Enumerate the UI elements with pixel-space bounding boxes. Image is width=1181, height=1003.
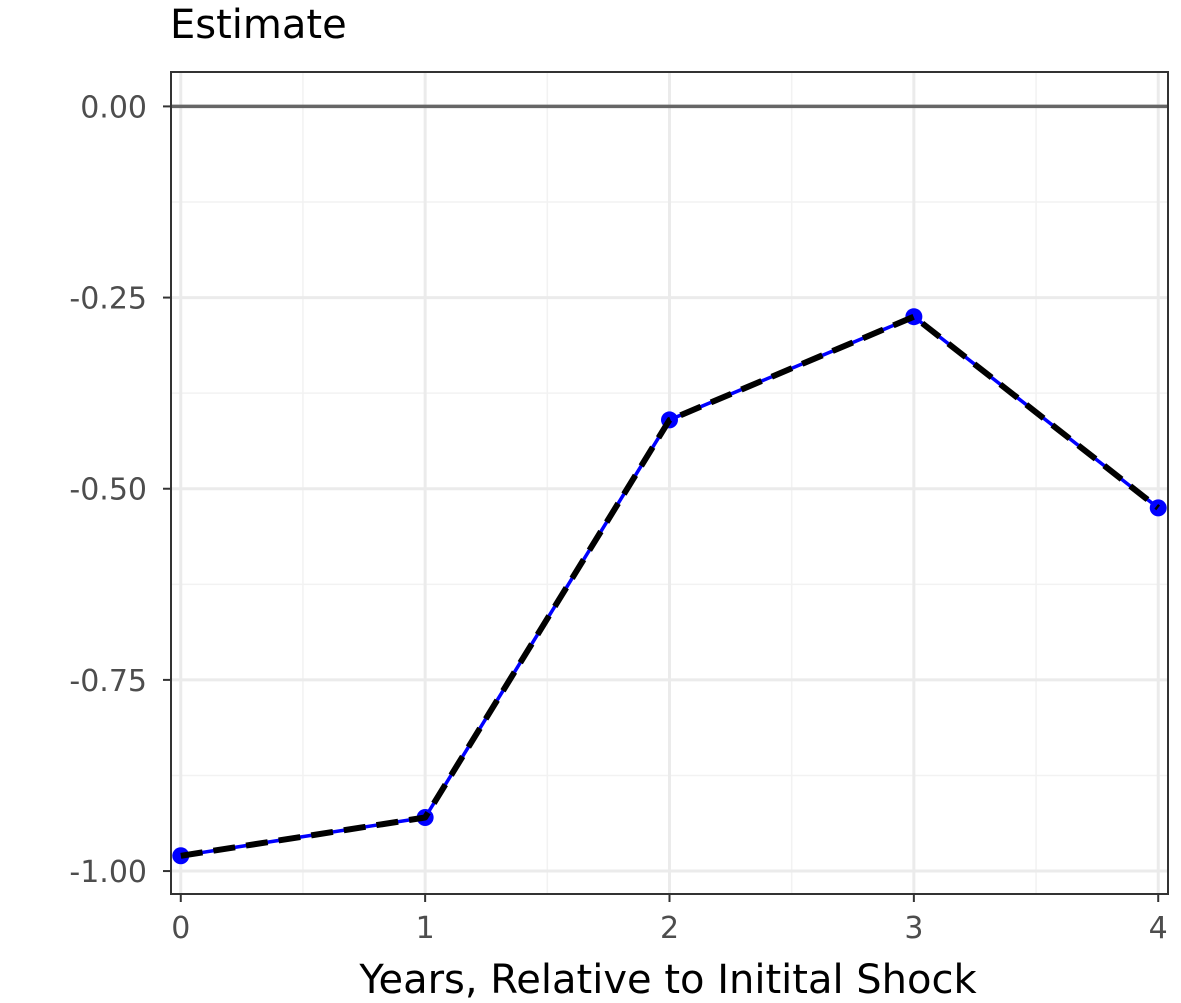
series-point [172,847,190,865]
x-tick-label: 3 [904,911,923,946]
y-tick-label: 0.00 [80,90,147,125]
axis-layer: 0 1 2 3 4 0.00 -0.25 -0.50 -0.75 -1.00 [69,90,1167,946]
x-tick-label: 1 [416,911,435,946]
series-layer [172,308,1167,865]
y-tick-label: -0.50 [69,473,147,508]
x-tick-label: 4 [1149,911,1168,946]
major-grid [171,72,1168,894]
x-tick-label: 0 [171,911,190,946]
dashed-series-line [180,313,1161,859]
y-tick-label: -0.25 [69,282,147,317]
y-tick-label: -0.75 [69,664,147,699]
x-axis-title: Years, Relative to Initital Shock [358,957,977,1003]
y-axis-title: Estimate [170,2,347,48]
x-tick-label: 2 [660,911,679,946]
y-tick-label: -1.00 [69,855,147,890]
